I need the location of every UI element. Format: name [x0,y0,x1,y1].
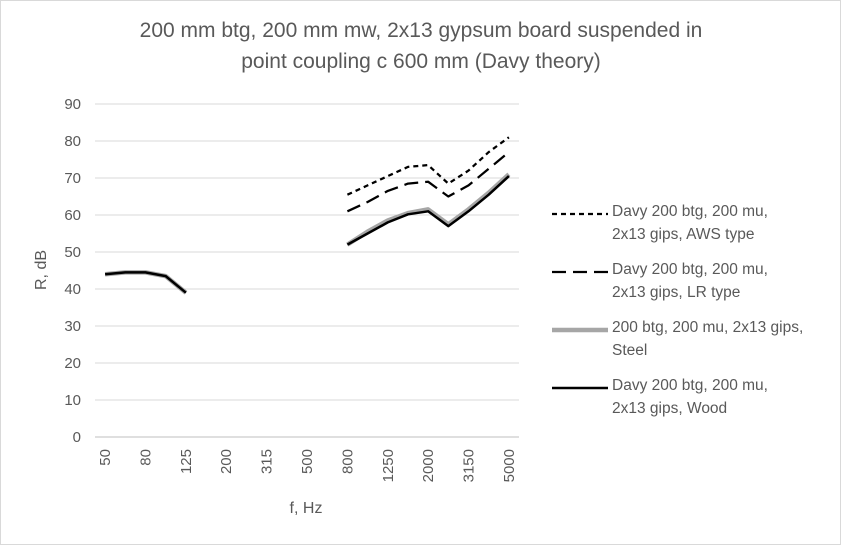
legend-label-line-1: Davy 200 btg, 200 mu, [612,261,768,278]
y-tick-label: 30 [64,318,81,335]
series-line-4 [346,175,510,246]
chart-title-line-1: 200 mm btg, 200 mm mw, 2x13 gypsum board… [139,19,703,42]
y-tick-label: 20 [64,355,81,372]
legend-entry-4: Davy 200 btg, 200 mu, 2x13 gips, Wood [552,377,837,429]
legend-label-line-2: Steel [612,342,648,359]
chart-title-line-2: point coupling c 600 mm (Davy theory) [241,50,601,73]
legend-entry-3: 200 btg, 200 mu, 2x13 gips, Steel [552,319,837,371]
legend-swatch [552,270,608,274]
x-tick-label: 3150 [461,449,478,482]
y-tick-label: 70 [64,170,81,187]
y-tick-label: 50 [64,244,81,261]
x-tick-label: 80 [137,449,154,466]
gridlines [95,103,519,438]
y-tick-label: 90 [64,96,81,113]
x-axis-title: f, Hz [290,500,323,517]
series-line-2 [346,151,510,213]
legend-label-line-1: Davy 200 btg, 200 mu, [612,377,768,394]
y-tick-label: 60 [64,207,81,224]
y-tick-label: 40 [64,281,81,298]
x-tick-label: 1250 [380,449,397,482]
x-axis-ticks: 50 80 125 200 315 500 800 1250 2000 3150 5000 [97,449,518,482]
x-tick-label: 500 [299,449,316,474]
legend-entry-1: Davy 200 btg, 200 mu, 2x13 gips, AWS type [552,203,837,255]
legend-entry-2: Davy 200 btg, 200 mu, 2x13 gips, LR type [552,261,837,313]
x-tick-label: 200 [218,449,235,474]
legend-swatch [552,386,608,390]
series-line-3 [346,172,511,247]
x-tick-label: 125 [178,449,195,474]
legend-label-line-2: 2x13 gips, LR type [612,284,741,301]
series-lines [104,136,511,295]
y-tick-label: 0 [73,429,81,446]
y-tick-label: 10 [64,392,81,409]
x-tick-label: 800 [339,449,356,474]
x-tick-label: 315 [259,449,276,474]
legend-label-line-1: Davy 200 btg, 200 mu, [612,203,768,220]
legend-swatch [552,212,608,216]
y-axis-title: R, dB [33,250,50,290]
y-tick-label: 80 [64,133,81,150]
y-axis-ticks: 0 10 20 30 40 50 60 70 80 90 [64,96,81,446]
series-line-1 [346,136,510,196]
x-tick-label: 50 [97,449,114,466]
x-tick-label: 2000 [420,449,437,482]
legend-label-line-2: 2x13 gips, Wood [612,400,728,417]
legend-swatch [552,327,608,333]
legend-label-line-1: 200 btg, 200 mu, 2x13 gips, [612,319,804,336]
x-tick-label: 5000 [501,449,518,482]
series-line-4 [104,271,187,294]
legend-label-line-2: 2x13 gips, AWS type [612,226,755,243]
